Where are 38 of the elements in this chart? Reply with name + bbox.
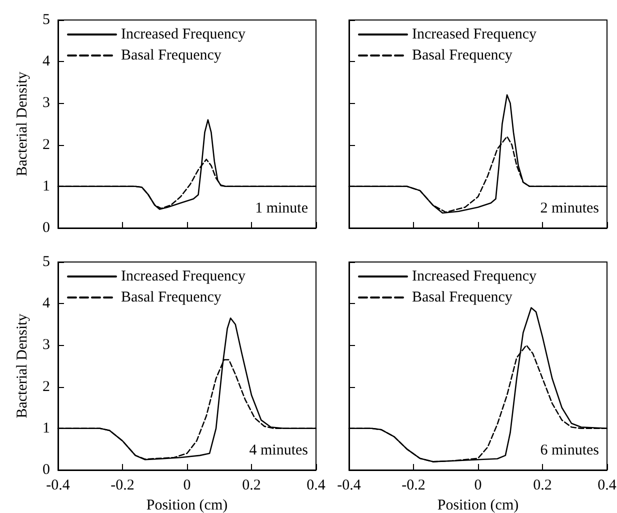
x-tick-label: -0.2 bbox=[402, 478, 426, 494]
y-tick-label: 2 bbox=[42, 378, 50, 395]
y-tick-label: 4 bbox=[42, 296, 50, 312]
y-tick-label: 3 bbox=[42, 95, 50, 112]
annotation: 6 minutes bbox=[540, 442, 600, 458]
y-tick-label: 1 bbox=[42, 178, 50, 194]
legend-label: Increased Frequency bbox=[412, 268, 538, 284]
y-tick-label: 5 bbox=[42, 254, 50, 270]
x-tick-label: -0.2 bbox=[110, 478, 134, 494]
annotation: 1 minute bbox=[255, 200, 308, 216]
legend-label: Basal Frequency bbox=[412, 48, 513, 64]
y-tick-label: 2 bbox=[42, 136, 50, 153]
legend-label: Increased Frequency bbox=[412, 26, 538, 42]
y-tick-label: 4 bbox=[42, 54, 50, 70]
x-tick-label: 0 bbox=[183, 478, 191, 494]
y-tick-label: 5 bbox=[42, 12, 50, 28]
x-axis-title: Position (cm) bbox=[146, 497, 228, 513]
y-axis-title: Bacterial Density bbox=[14, 71, 30, 176]
x-axis-title: Position (cm) bbox=[437, 497, 519, 513]
x-tick-label: -0.4 bbox=[46, 478, 70, 494]
y-axis-title: Bacterial Density bbox=[14, 313, 30, 418]
legend-label: Increased Frequency bbox=[121, 26, 246, 42]
legend-label: Basal Frequency bbox=[121, 48, 222, 64]
annotation: 2 minutes bbox=[540, 200, 600, 216]
legend-label: Increased Frequency bbox=[121, 268, 246, 284]
x-tick-label: 0 bbox=[474, 478, 482, 494]
x-tick-label: 0.2 bbox=[242, 478, 261, 494]
y-tick-label: 3 bbox=[42, 337, 50, 354]
legend-label: Basal Frequency bbox=[412, 290, 513, 306]
annotation: 4 minutes bbox=[249, 442, 308, 458]
x-tick-label: 0.4 bbox=[598, 478, 617, 494]
legend-label: Basal Frequency bbox=[121, 290, 222, 306]
y-tick-label: 0 bbox=[42, 220, 50, 236]
y-tick-label: 0 bbox=[42, 462, 50, 478]
x-tick-label: -0.4 bbox=[337, 478, 362, 494]
y-tick-label: 1 bbox=[42, 420, 50, 436]
x-tick-label: 0.2 bbox=[533, 478, 552, 494]
x-tick-label: 0.4 bbox=[306, 478, 326, 494]
